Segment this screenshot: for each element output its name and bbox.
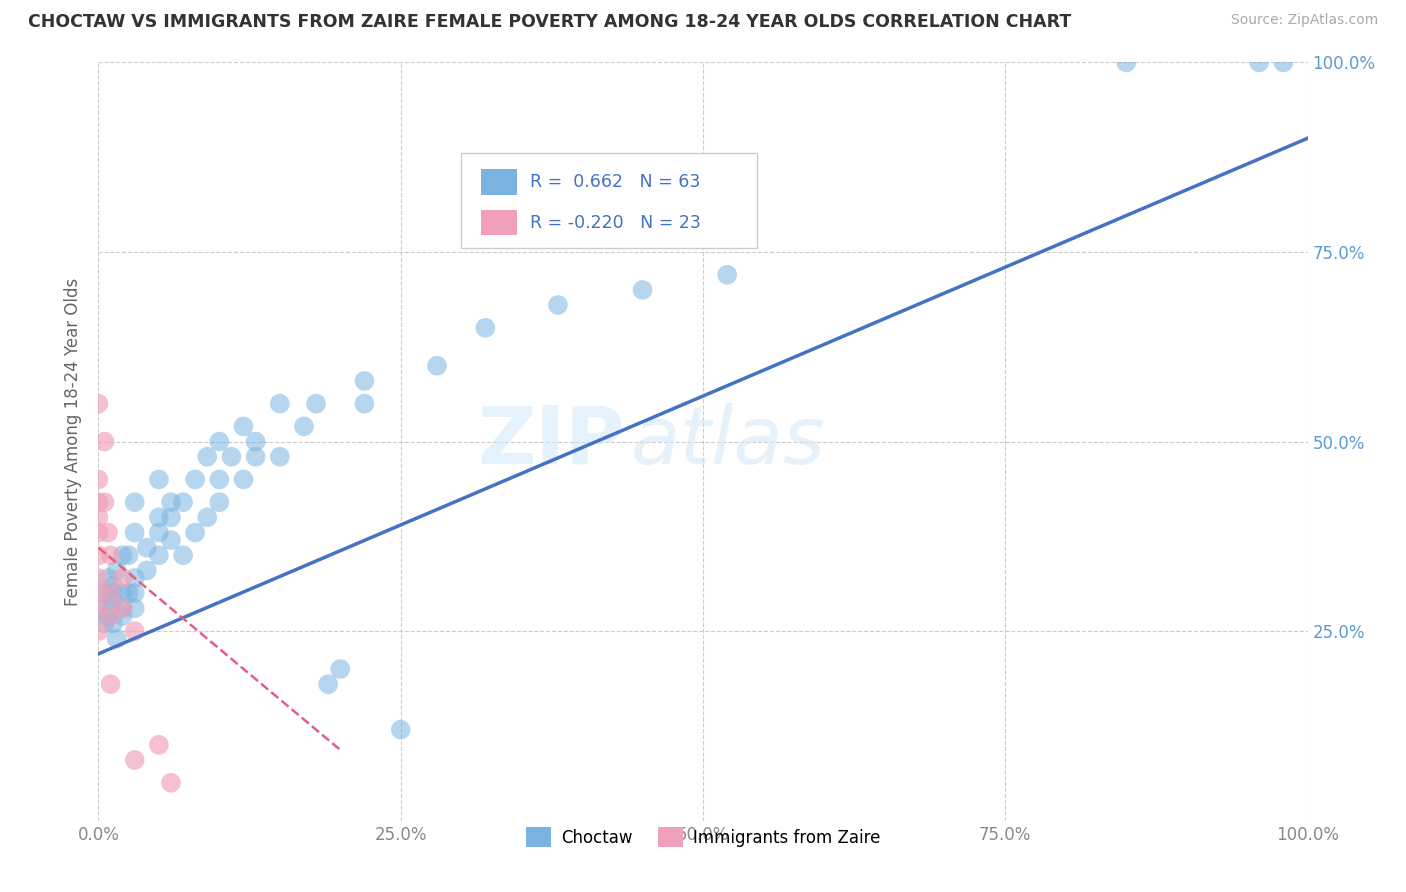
Point [135, 541, 157, 555]
Point [118, 586, 141, 600]
Point [124, 495, 146, 509]
Point [100, 677, 122, 691]
Point [195, 450, 218, 464]
Point [245, 434, 267, 449]
Point [292, 419, 315, 434]
Point [353, 396, 375, 410]
Point [97, 608, 120, 623]
Point [1249, 55, 1271, 70]
Point [111, 601, 134, 615]
Point [87, 396, 110, 410]
Point [160, 533, 183, 548]
Point [232, 419, 254, 434]
Point [148, 473, 170, 487]
Point [87, 571, 110, 585]
Point [124, 586, 146, 600]
Point [87, 586, 110, 600]
Point [160, 495, 183, 509]
Point [101, 594, 124, 608]
Point [100, 586, 122, 600]
Point [100, 601, 122, 615]
Point [208, 495, 231, 509]
Point [87, 548, 110, 563]
Point [111, 601, 134, 615]
Point [100, 608, 122, 623]
Point [87, 601, 110, 615]
Point [316, 677, 339, 691]
Point [232, 473, 254, 487]
Point [172, 548, 194, 563]
Point [426, 359, 449, 373]
Text: R =  0.662   N = 63: R = 0.662 N = 63 [530, 173, 700, 191]
Point [353, 374, 375, 388]
Y-axis label: Female Poverty Among 18-24 Year Olds: Female Poverty Among 18-24 Year Olds [65, 277, 83, 606]
Point [100, 586, 122, 600]
Point [93, 434, 115, 449]
Point [1272, 55, 1295, 70]
Point [716, 268, 738, 282]
Point [631, 283, 654, 297]
Point [87, 495, 110, 509]
Point [208, 434, 231, 449]
Point [87, 473, 110, 487]
Point [195, 510, 218, 524]
Point [93, 616, 115, 631]
Point [148, 548, 170, 563]
Text: R = -0.220   N = 23: R = -0.220 N = 23 [530, 213, 702, 232]
Point [93, 586, 115, 600]
Point [124, 525, 146, 540]
Point [148, 738, 170, 752]
Point [124, 571, 146, 585]
Point [245, 450, 267, 464]
Point [547, 298, 569, 312]
FancyBboxPatch shape [481, 210, 517, 235]
FancyBboxPatch shape [461, 153, 758, 248]
Text: Source: ZipAtlas.com: Source: ZipAtlas.com [1230, 13, 1378, 28]
FancyBboxPatch shape [481, 169, 517, 194]
Point [87, 601, 110, 615]
Point [208, 473, 231, 487]
Point [87, 525, 110, 540]
Point [172, 495, 194, 509]
Text: ZIP: ZIP [477, 402, 624, 481]
Point [87, 624, 110, 639]
Point [124, 601, 146, 615]
Point [329, 662, 352, 676]
Point [160, 510, 183, 524]
Point [100, 548, 122, 563]
Point [118, 548, 141, 563]
Point [124, 624, 146, 639]
Point [269, 396, 291, 410]
Point [148, 510, 170, 524]
Point [111, 608, 134, 623]
Point [105, 632, 128, 646]
Point [93, 495, 115, 509]
Point [221, 450, 243, 464]
Point [474, 320, 496, 334]
Point [97, 571, 120, 585]
Point [111, 586, 134, 600]
Point [105, 564, 128, 578]
Point [111, 548, 134, 563]
Point [160, 776, 183, 790]
Point [1115, 55, 1137, 70]
Point [148, 525, 170, 540]
Text: CHOCTAW VS IMMIGRANTS FROM ZAIRE FEMALE POVERTY AMONG 18-24 YEAR OLDS CORRELATIO: CHOCTAW VS IMMIGRANTS FROM ZAIRE FEMALE … [28, 13, 1071, 31]
Point [135, 564, 157, 578]
Legend: Choctaw, Immigrants from Zaire: Choctaw, Immigrants from Zaire [519, 821, 887, 854]
Point [101, 579, 124, 593]
Point [111, 571, 134, 585]
Point [124, 753, 146, 767]
Point [87, 510, 110, 524]
Point [101, 616, 124, 631]
Point [97, 525, 120, 540]
Point [184, 525, 207, 540]
Point [305, 396, 328, 410]
Text: atlas: atlas [630, 402, 825, 481]
Point [184, 473, 207, 487]
Point [389, 723, 412, 737]
Point [269, 450, 291, 464]
